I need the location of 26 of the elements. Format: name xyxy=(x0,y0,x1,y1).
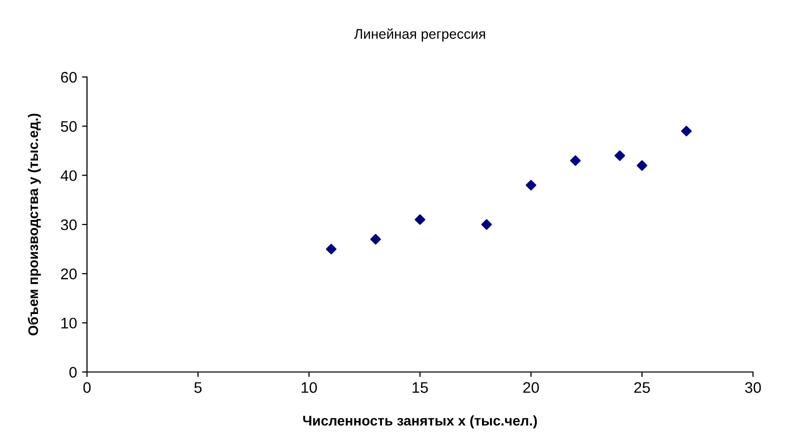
point xyxy=(570,155,581,166)
x-tick-label: 0 xyxy=(83,382,91,393)
x-tick-label: 30 xyxy=(745,382,761,393)
y-axis-title: Объем производства y (тыс.ед.) xyxy=(28,114,41,336)
x-tick-label: 15 xyxy=(412,382,428,393)
y-tick-label: 50 xyxy=(60,121,77,132)
point xyxy=(681,126,692,136)
point xyxy=(414,214,426,225)
x-axis-title: Численность занятых x (тыс.чел.) xyxy=(303,415,537,428)
y-tick-label: 60 xyxy=(61,72,77,83)
point xyxy=(614,150,626,161)
point xyxy=(526,180,536,190)
point xyxy=(481,219,492,230)
x-tick-label: 5 xyxy=(194,382,202,393)
x-tick-label: 10 xyxy=(302,382,317,393)
point xyxy=(326,244,336,254)
y-tick-label: 40 xyxy=(60,170,77,182)
point xyxy=(636,160,648,171)
y-tick-label: 20 xyxy=(61,268,77,280)
y-tick-label: 30 xyxy=(60,219,77,230)
y-tick-label: 0 xyxy=(69,366,77,378)
point xyxy=(370,234,381,245)
y-tick-label: 10 xyxy=(61,318,77,329)
x-tick-label: 20 xyxy=(523,382,539,393)
chart-title: Линейная регрессия xyxy=(354,28,486,42)
x-tick-label: 25 xyxy=(634,382,650,393)
